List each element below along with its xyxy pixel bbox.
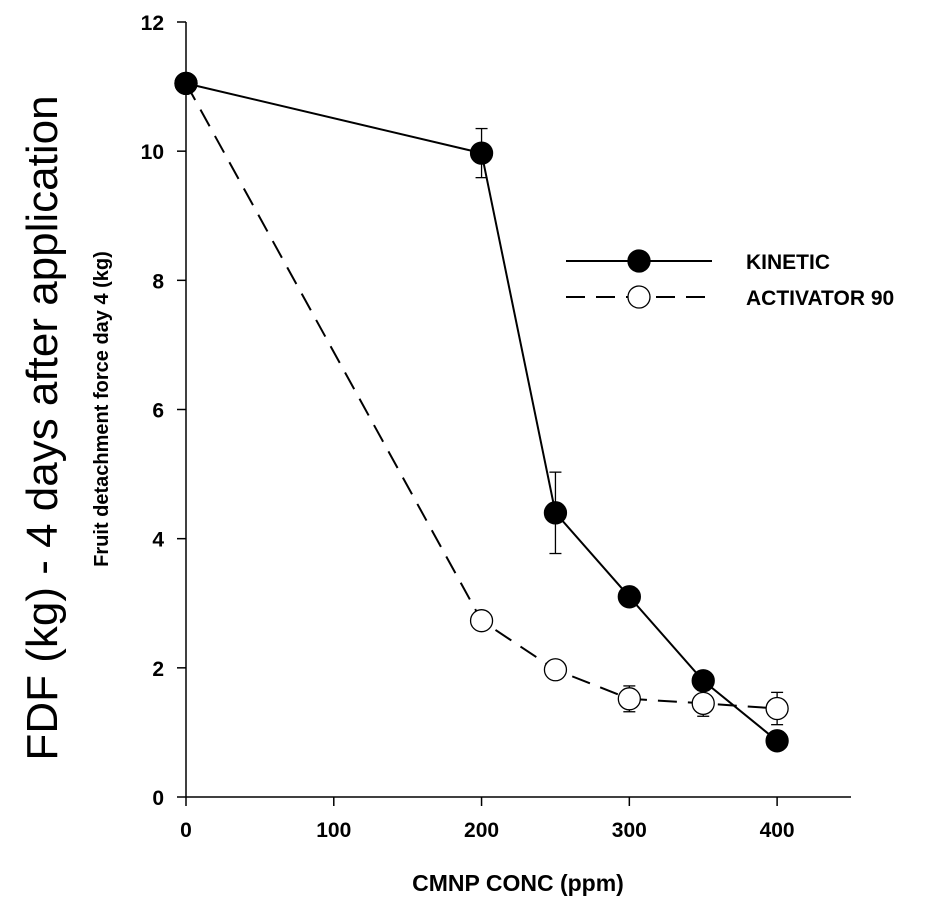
data-point	[543, 501, 568, 525]
legend-marker	[627, 285, 651, 309]
data-point	[174, 71, 198, 96]
x-tick-label: 100	[316, 819, 351, 842]
data-point	[691, 669, 715, 693]
data-point	[617, 687, 641, 711]
y-tick-label: 6	[152, 400, 164, 423]
legend-marker	[627, 249, 651, 273]
axes: 0 2 4 6 8 10 12 0 100 200 300 400	[141, 12, 851, 842]
data-point	[469, 141, 494, 165]
series-line-kinetic	[185, 82, 778, 742]
y-tick-label: 4	[152, 529, 164, 552]
outer-y-axis-title: FDF (kg) - 4 days after application	[18, 95, 67, 760]
y-tick-label: 10	[141, 141, 164, 164]
legend-label: KINETIC	[746, 251, 830, 274]
y-tick-label: 12	[141, 12, 164, 35]
legend-label: ACTIVATOR 90	[746, 287, 894, 310]
series-kinetic	[174, 71, 789, 753]
data-point	[469, 609, 494, 633]
data-point	[543, 658, 568, 682]
legend-item-kinetic: KINETIC	[566, 249, 830, 274]
x-tick-label: 400	[760, 819, 795, 842]
y-tick-label: 2	[152, 658, 164, 681]
data-point	[765, 696, 789, 721]
y-tick-label: 0	[152, 787, 164, 810]
y-tick-label: 8	[152, 270, 164, 293]
x-tick-label: 300	[612, 819, 647, 842]
x-tick-label: 0	[180, 819, 192, 842]
data-point	[765, 729, 789, 753]
legend-item-activator-90: ACTIVATOR 90	[566, 285, 894, 310]
series-layer	[174, 71, 789, 753]
series-line-activator-90	[185, 82, 778, 710]
legend: KINETIC ACTIVATOR 90	[566, 249, 894, 310]
x-tick-label: 200	[464, 819, 499, 842]
x-axis-title: CMNP CONC (ppm)	[412, 870, 624, 896]
data-point	[617, 585, 641, 609]
data-point	[691, 691, 715, 716]
y-axis-title: Fruit detachment force day 4 (kg)	[91, 251, 113, 567]
